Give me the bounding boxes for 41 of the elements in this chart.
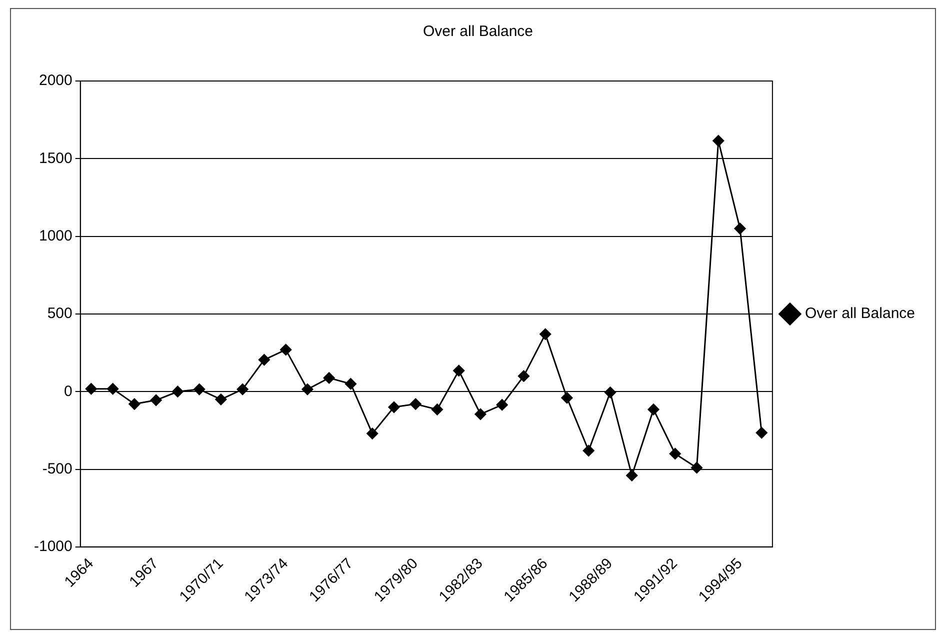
point	[540, 328, 552, 340]
y-tick-label: 500	[47, 305, 72, 322]
point	[366, 428, 378, 440]
y-tick-label: -1000	[34, 538, 72, 556]
point	[474, 408, 486, 420]
point	[626, 470, 638, 482]
point	[258, 354, 270, 366]
point	[344, 378, 356, 390]
point	[582, 444, 594, 456]
point	[453, 364, 465, 376]
point	[128, 398, 140, 410]
y-tick-label: 2000	[38, 72, 72, 90]
point	[85, 383, 97, 395]
point	[194, 384, 206, 396]
point	[215, 394, 227, 406]
y-tick-label: 1500	[38, 150, 72, 167]
point	[280, 344, 292, 356]
point	[496, 399, 508, 411]
point	[669, 448, 681, 460]
y-tick-label: 1000	[38, 227, 72, 244]
point	[648, 404, 660, 416]
point	[431, 404, 443, 416]
y-tick-label: -500	[42, 460, 72, 478]
legend-label: Over all Balance	[804, 305, 916, 322]
point	[712, 135, 724, 147]
chart-title: Over all Balance	[422, 23, 534, 40]
point	[604, 386, 616, 398]
point	[756, 427, 768, 439]
point	[236, 384, 248, 396]
point	[734, 222, 746, 234]
point	[323, 372, 335, 384]
point	[150, 394, 162, 406]
y-tick-label: 0	[64, 382, 72, 400]
point	[691, 462, 702, 474]
point	[107, 383, 119, 395]
point	[518, 370, 530, 382]
point	[302, 384, 314, 396]
point	[388, 401, 400, 413]
point	[561, 392, 573, 404]
point	[172, 386, 184, 398]
point	[410, 398, 422, 410]
